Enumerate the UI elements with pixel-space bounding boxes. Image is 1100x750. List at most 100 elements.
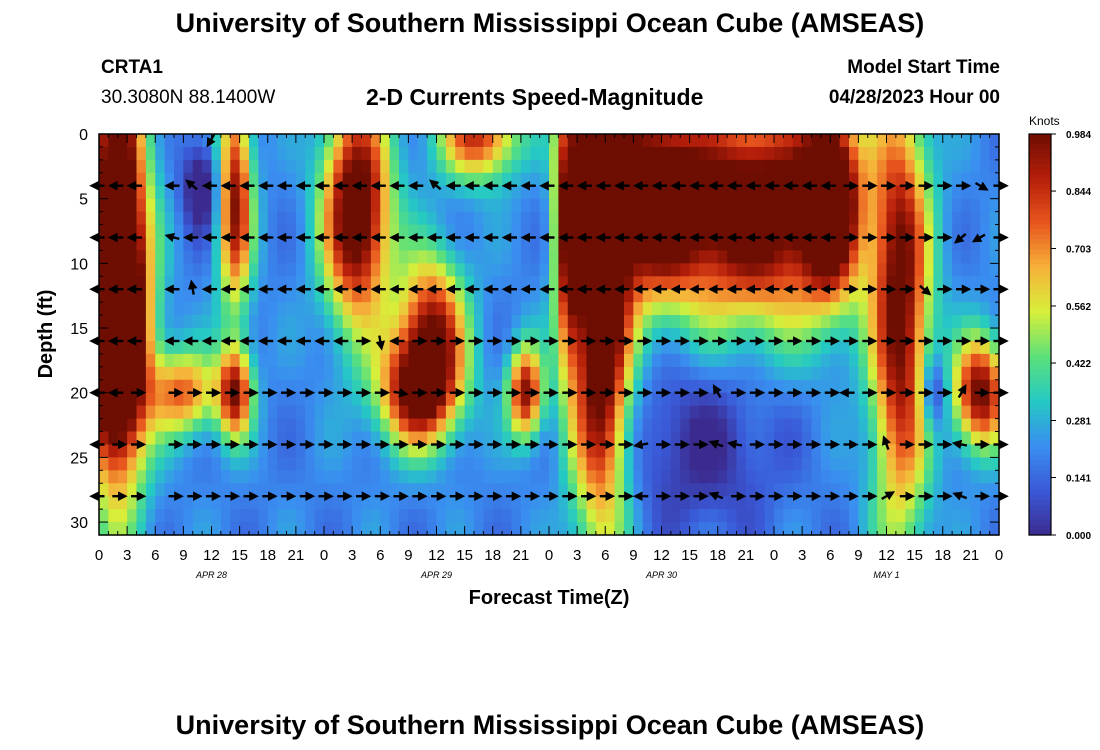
heat-cell: [286, 496, 297, 510]
heat-cell: [99, 405, 109, 420]
heat-cell: [145, 405, 156, 420]
heat-cell: [427, 340, 438, 355]
heat-cell: [211, 444, 222, 458]
heat-cell: [286, 263, 297, 277]
heat-cell: [961, 353, 972, 368]
heat-cell: [670, 250, 681, 264]
heat-cell: [492, 509, 503, 523]
heat-cell: [239, 159, 250, 174]
y-tick-label: 10: [70, 256, 88, 273]
heat-cell: [314, 392, 325, 407]
heat-cell: [99, 134, 109, 148]
heat-cell: [192, 340, 203, 355]
heat-cell: [530, 418, 541, 433]
colorbar-cell: [1029, 149, 1051, 155]
heat-cell: [380, 159, 391, 174]
heat-cell: [258, 522, 269, 536]
heat-cell: [136, 250, 147, 264]
heat-cell: [305, 159, 316, 174]
heat-cell: [586, 522, 597, 536]
heat-cell: [192, 134, 203, 148]
heat-cell: [708, 237, 719, 252]
heat-cell: [755, 496, 766, 510]
heat-cell: [605, 185, 616, 200]
heat-cell: [605, 328, 616, 342]
heat-cell: [417, 392, 428, 407]
heat-cell: [258, 185, 269, 200]
heat-cell: [220, 159, 231, 174]
heat-cell: [670, 224, 681, 239]
heat-cell: [549, 444, 559, 458]
heat-cell: [961, 172, 972, 187]
heat-cell: [558, 496, 569, 510]
heat-cell: [905, 263, 916, 277]
colorbar-cell: [1029, 519, 1051, 526]
heat-cell: [858, 250, 869, 264]
station-coordinates: 30.3080N 88.1400W: [101, 87, 276, 108]
heat-cell: [267, 198, 278, 213]
heat-cell: [502, 146, 513, 161]
heat-cell: [530, 315, 541, 329]
date-label: APR 30: [645, 570, 677, 580]
heat-cell: [305, 328, 316, 342]
heat-cell: [849, 353, 859, 368]
heat-cell: [577, 289, 588, 303]
heat-cell: [483, 185, 494, 200]
heat-cell: [520, 366, 531, 381]
heat-cell: [830, 237, 841, 252]
heat-cell: [895, 198, 906, 213]
colorbar-tick-label: 0.422: [1066, 359, 1091, 370]
heat-cell: [970, 250, 981, 264]
heat-cell: [342, 159, 353, 174]
heat-cell: [905, 328, 916, 342]
heat-cell: [727, 405, 738, 420]
heat-cell: [324, 185, 334, 200]
heat-cell: [989, 263, 1000, 277]
heat-cell: [417, 211, 428, 226]
heat-cell: [802, 146, 813, 161]
heat-cell: [624, 353, 634, 368]
heat-cell: [877, 353, 888, 368]
heat-cell: [492, 340, 503, 355]
heat-cell: [708, 418, 719, 433]
heat-cell: [989, 302, 1000, 316]
heat-cell: [286, 340, 297, 355]
heat-cell: [295, 302, 306, 316]
heat-cell: [661, 483, 672, 497]
heat-cell: [877, 315, 888, 329]
colorbar-cell: [1029, 179, 1051, 185]
heat-cell: [970, 302, 981, 316]
heat-cell: [436, 444, 447, 458]
heat-cell: [127, 340, 138, 355]
heat-cell: [830, 405, 841, 420]
heat-cell: [952, 134, 963, 148]
heat-cell: [342, 276, 353, 290]
heat-cell: [970, 522, 981, 536]
heat-cell: [249, 522, 259, 536]
heat-cell: [755, 457, 766, 471]
heat-cell: [633, 418, 644, 433]
heat-cell: [211, 470, 222, 484]
heat-cell: [389, 237, 400, 252]
heat-cell: [727, 237, 738, 252]
heat-cell: [427, 366, 438, 381]
heat-cell: [539, 263, 550, 277]
heat-cell: [474, 263, 484, 277]
heat-cell: [164, 353, 175, 368]
heat-cell: [708, 315, 719, 329]
heat-cell: [352, 198, 363, 213]
heat-cell: [549, 418, 559, 433]
heat-cell: [502, 379, 513, 394]
heat-cell: [220, 431, 231, 446]
heat-cell: [727, 146, 738, 161]
heat-cell: [820, 522, 831, 536]
heat-cell: [108, 172, 119, 187]
heat-cell: [614, 289, 625, 303]
heat-cell: [239, 366, 250, 381]
heat-cell: [417, 172, 428, 187]
colorbar-cell: [1029, 154, 1051, 160]
heat-cell: [830, 366, 841, 381]
heat-cell: [539, 250, 550, 264]
colorbar-cell: [1029, 524, 1051, 531]
heat-cell: [961, 366, 972, 381]
